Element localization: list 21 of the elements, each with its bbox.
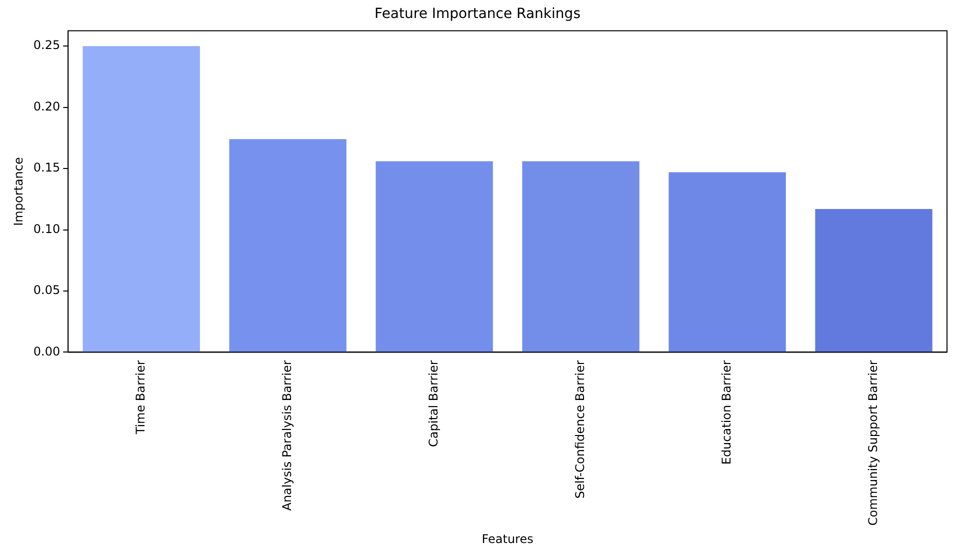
x-tick-label: Community Support Barrier xyxy=(866,360,880,526)
x-axis-title: Features xyxy=(482,532,534,546)
x-tick-label: Time Barrier xyxy=(133,360,148,436)
y-tick-label: 0.20 xyxy=(33,99,60,114)
x-tick-label: Education Barrier xyxy=(719,360,734,465)
bar xyxy=(668,172,786,352)
x-tick-label: Self-Confidence Barrier xyxy=(572,360,587,499)
x-tick-label: Analysis Paralysis Barrier xyxy=(280,360,294,511)
y-tick-label: 0.10 xyxy=(33,222,60,236)
y-tick-label: 0.00 xyxy=(33,344,60,358)
y-tick-label: 0.15 xyxy=(33,160,60,175)
bar xyxy=(229,139,346,352)
bar xyxy=(815,208,932,352)
chart-title: Feature Importance Rankings xyxy=(374,6,580,22)
bar xyxy=(376,161,493,352)
bar xyxy=(522,161,640,352)
y-axis-title: Importance xyxy=(11,157,26,226)
y-tick-label: 0.25 xyxy=(33,38,60,52)
y-tick-label: 0.05 xyxy=(33,283,60,298)
x-tick-label: Capital Barrier xyxy=(426,360,440,447)
bar xyxy=(82,46,200,352)
